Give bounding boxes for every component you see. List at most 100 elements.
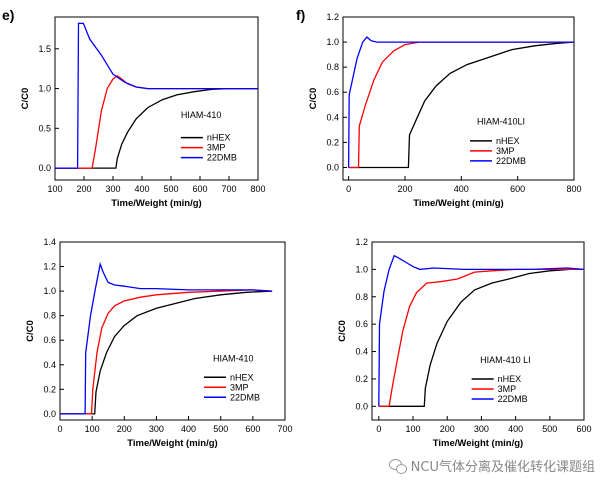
y-tick-label: 1.2 — [43, 262, 56, 272]
y-tick-label: 1.2 — [326, 12, 339, 22]
x-tick-label: 400 — [181, 424, 196, 434]
x-tick-label: 200 — [440, 424, 455, 434]
plot-frame — [54, 16, 259, 181]
y-tick-label: 0.6 — [326, 87, 339, 97]
panel-label: f) — [296, 7, 305, 23]
y-tick-label: 0.0 — [38, 163, 51, 173]
legend-label: nHEX — [207, 133, 231, 143]
x-tick-label: 800 — [566, 184, 581, 194]
legend-label: nHEX — [498, 374, 522, 384]
x-tick-label: 400 — [508, 424, 523, 434]
legend-label: 22DMB — [498, 394, 528, 404]
legend-label: 22DMB — [207, 153, 237, 163]
legend-label: 3MP — [496, 146, 515, 156]
y-tick-label: 1.0 — [38, 84, 51, 94]
legend-label: nHEX — [496, 136, 520, 146]
x-tick-label: 200 — [397, 184, 412, 194]
plot-frame — [371, 241, 585, 421]
y-axis-label: C/C0 — [308, 88, 319, 110]
x-tick-label: 200 — [76, 184, 91, 194]
series-line-3mp — [378, 268, 584, 407]
chart-annotation: HIAM-410 — [181, 110, 222, 120]
legend-label: 22DMB — [230, 392, 260, 402]
x-tick-label: 600 — [245, 424, 260, 434]
chart-panel-g: 0 100 200 300 400 500 600 700 0.0 0.2 0.4 0.6 0.8 1.0… — [25, 237, 293, 449]
y-tick-label: 0.8 — [43, 311, 56, 321]
legend-label: 22DMB — [496, 156, 526, 166]
y-tick-label: 0.2 — [43, 384, 56, 394]
plot-frame — [59, 241, 286, 421]
x-tick-label: 0 — [346, 184, 351, 194]
series-line-22dmb — [55, 22, 258, 169]
x-tick-label: 200 — [117, 424, 132, 434]
y-tick-label: 0.8 — [355, 292, 368, 302]
series-line-nhex — [60, 290, 273, 415]
x-tick-label: 500 — [542, 424, 557, 434]
x-axis-label: Time/Weight (min/g) — [111, 198, 201, 209]
series-line-nhex — [378, 268, 584, 407]
x-tick-label: 100 — [406, 424, 421, 434]
x-tick-label: 500 — [213, 424, 228, 434]
series-line-22dmb — [347, 36, 574, 168]
chart-annotation: HIAM-410LI — [477, 117, 525, 127]
y-axis-label: C/C0 — [20, 88, 31, 110]
wechat-icon — [388, 458, 407, 474]
series-line-3mp — [60, 289, 273, 415]
legend-label: 3MP — [207, 143, 226, 153]
y-tick-label: 0.4 — [355, 347, 368, 357]
y-tick-label: 0.2 — [355, 374, 368, 384]
panel-label: e) — [2, 7, 14, 23]
y-tick-label: 0.4 — [326, 112, 339, 122]
x-tick-label: 800 — [250, 184, 265, 194]
y-tick-label: 0.8 — [326, 62, 339, 72]
series-line-nhex — [55, 87, 258, 169]
plot-frame — [342, 16, 575, 181]
y-tick-label: 1.2 — [355, 237, 368, 247]
watermark-text: NCU气体分离及催化转化课题组 — [410, 460, 595, 475]
chart-panel-h: 0 100 200 300 400 500 600 0.0 0.2 0.4 0.6 0.8 1.0 1.2… — [337, 237, 592, 449]
y-tick-label: 1.0 — [43, 286, 56, 296]
x-tick-label: 300 — [474, 424, 489, 434]
chart-panel-e: 100 200 300 400 500 600 700 800 0.0 0.5 1.0 1.5 Time… — [2, 7, 266, 209]
x-axis-label: Time/Weight (min/g) — [127, 438, 217, 449]
y-tick-label: 1.0 — [326, 37, 339, 47]
watermark: NCU气体分离及催化转化课题组 — [388, 456, 595, 475]
y-tick-label: 0.4 — [43, 360, 56, 370]
y-tick-label: 0.5 — [38, 123, 51, 133]
y-tick-label: 1.4 — [43, 237, 56, 247]
x-tick-label: 300 — [105, 184, 120, 194]
y-tick-label: 0.0 — [43, 409, 56, 419]
x-tick-label: 100 — [47, 184, 62, 194]
y-tick-label: 0.6 — [355, 319, 368, 329]
y-tick-label: 0.2 — [326, 137, 339, 147]
x-axis-label: Time/Weight (min/g) — [413, 198, 503, 209]
chart-panel-f: 0 200 400 600 800 0.0 0.2 0.4 0.6 0.8 1.0 1.2 Time/W… — [296, 7, 582, 209]
x-tick-label: 400 — [134, 184, 149, 194]
y-tick-label: 1.0 — [355, 264, 368, 274]
x-tick-label: 300 — [149, 424, 164, 434]
y-tick-label: 1.5 — [38, 44, 51, 54]
legend-label: 3MP — [230, 382, 249, 392]
y-tick-label: 0.6 — [43, 335, 56, 345]
series-line-nhex — [348, 41, 574, 169]
x-tick-label: 500 — [163, 184, 178, 194]
x-tick-label: 600 — [192, 184, 207, 194]
y-tick-label: 0.0 — [355, 401, 368, 411]
legend-label: nHEX — [230, 372, 254, 382]
series-line-22dmb — [60, 261, 273, 415]
series-line-3mp — [348, 41, 574, 169]
x-axis-label: Time/Weight (min/g) — [433, 438, 523, 449]
x-tick-label: 600 — [510, 184, 525, 194]
chart-annotation: HIAM-410 LI — [480, 355, 531, 365]
x-tick-label: 0 — [57, 424, 62, 434]
y-axis-label: C/C0 — [25, 320, 36, 342]
x-tick-label: 700 — [277, 424, 292, 434]
legend-label: 3MP — [498, 384, 517, 394]
x-tick-label: 600 — [576, 424, 591, 434]
series-line-22dmb — [378, 254, 584, 407]
y-axis-label: C/C0 — [337, 320, 348, 342]
x-tick-label: 100 — [85, 424, 100, 434]
y-tick-label: 0.0 — [326, 162, 339, 172]
chart-annotation: HIAM-410 — [213, 353, 254, 363]
